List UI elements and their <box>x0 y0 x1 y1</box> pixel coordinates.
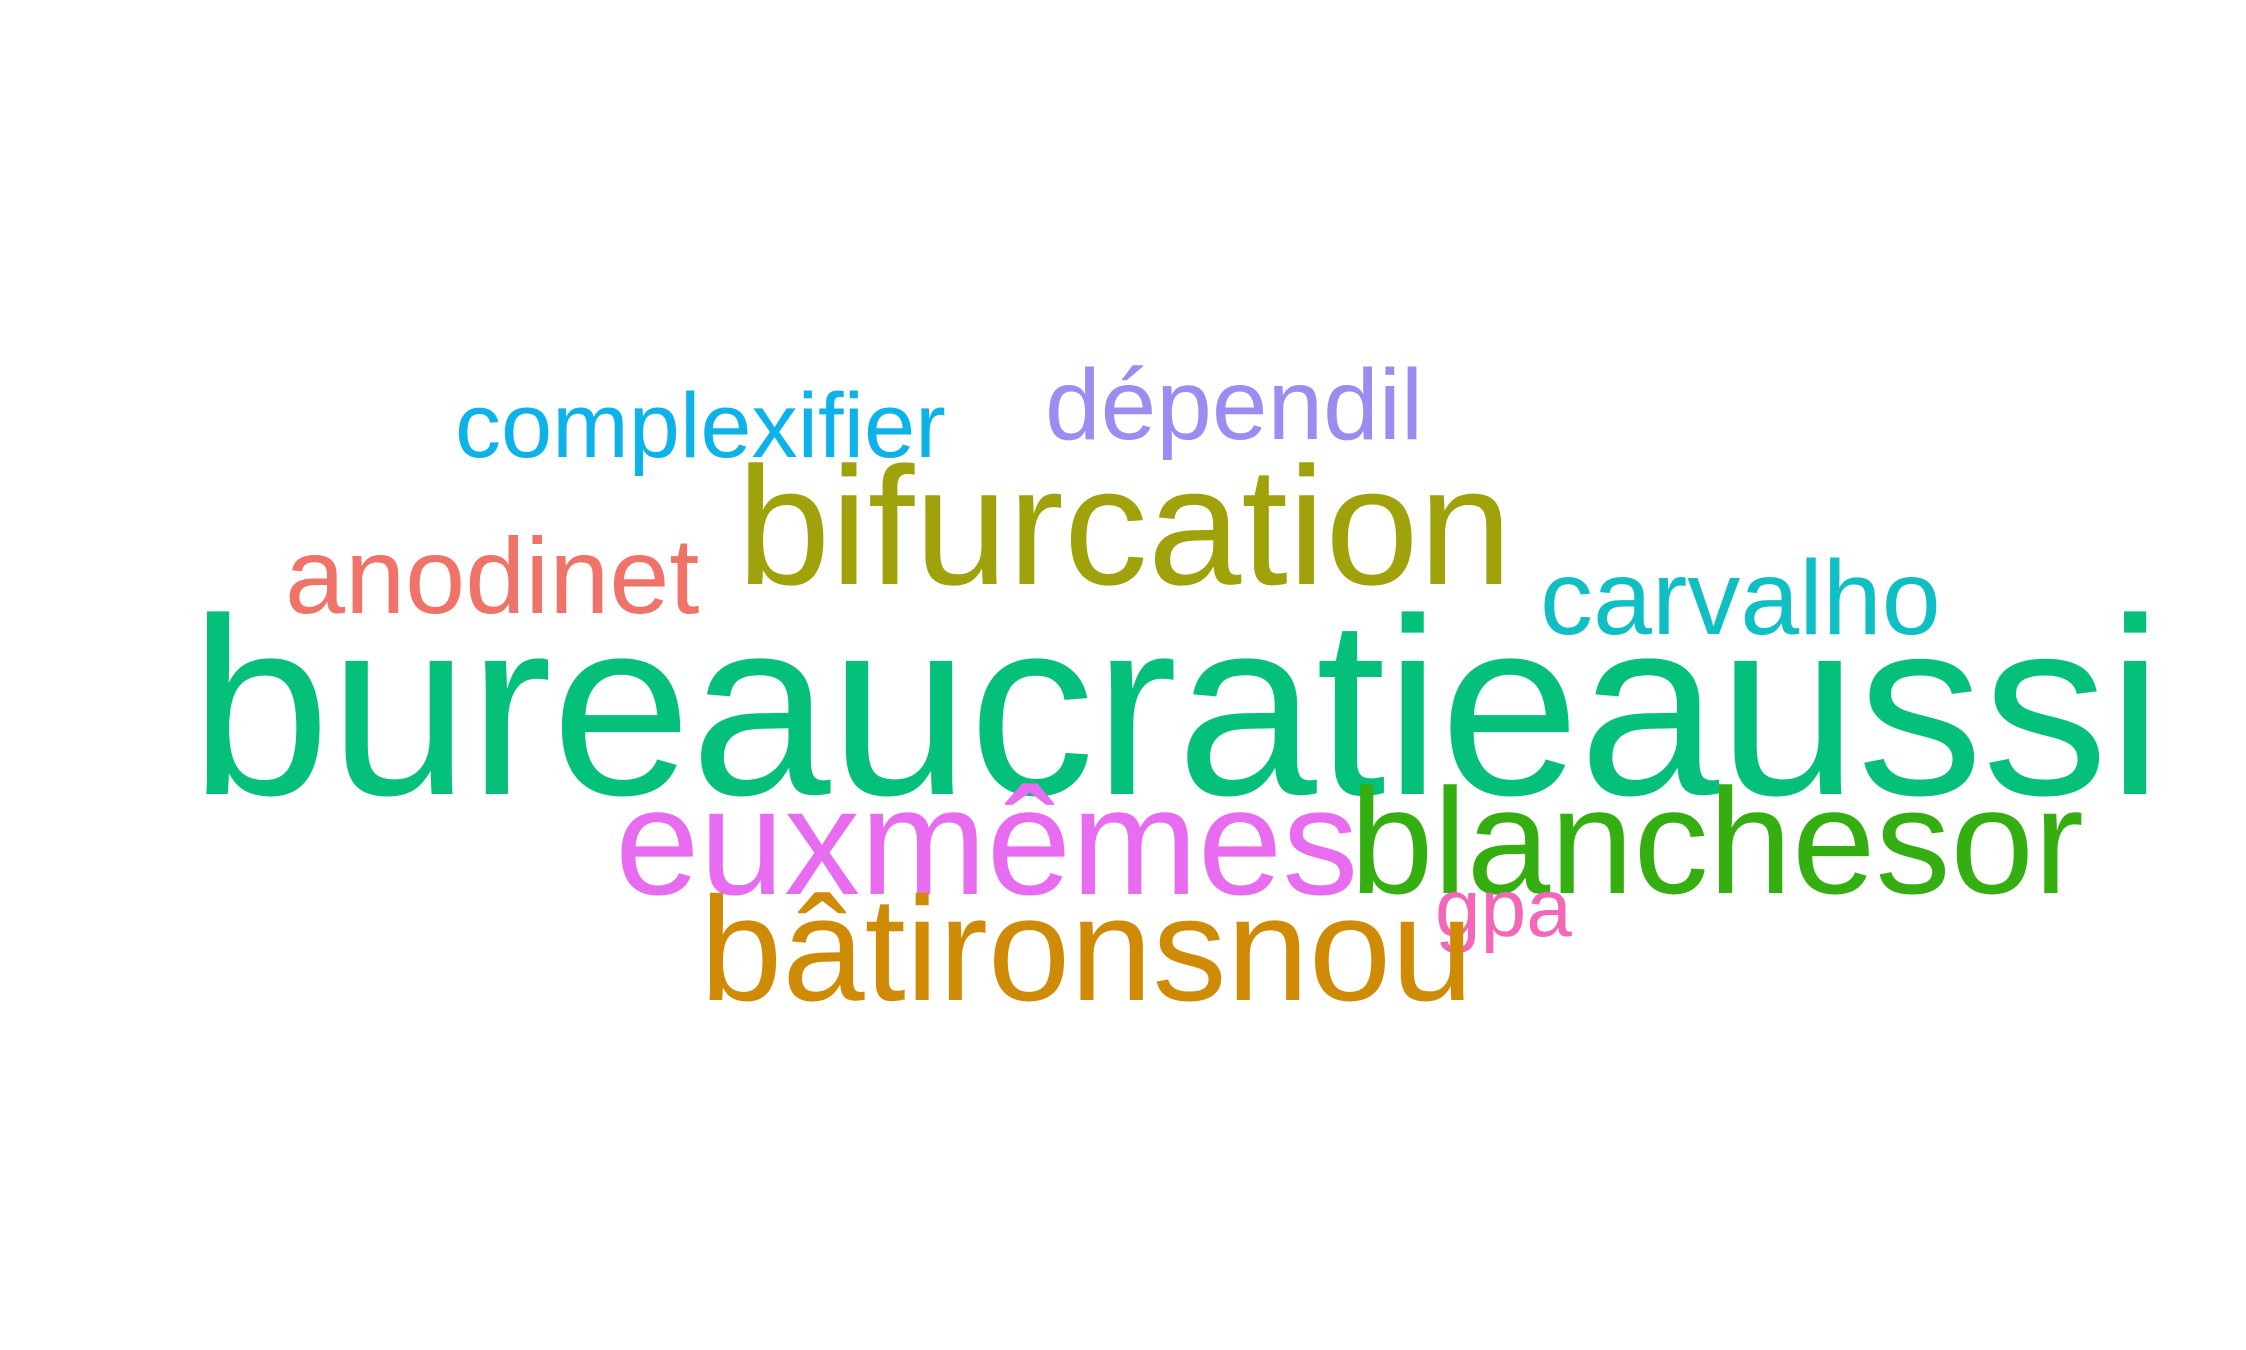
word-gpa: gpa <box>1435 863 1572 954</box>
word-anodinet: anodinet <box>285 515 700 636</box>
word-complexifier: complexifier <box>455 375 946 477</box>
word-batironsnou: bâtironsnou <box>700 867 1474 1032</box>
word-dependil: dépendil <box>1045 349 1424 461</box>
word-euxmemes: euxmêmes <box>615 757 1359 927</box>
word-bifurcation: bifurcation <box>737 432 1513 620</box>
word-bureaucratieaussi: bureaucratieaussi <box>190 567 2163 848</box>
word-blanchesor: blanchesor <box>1350 757 2084 925</box>
word-carvalho: carvalho <box>1540 539 1941 657</box>
